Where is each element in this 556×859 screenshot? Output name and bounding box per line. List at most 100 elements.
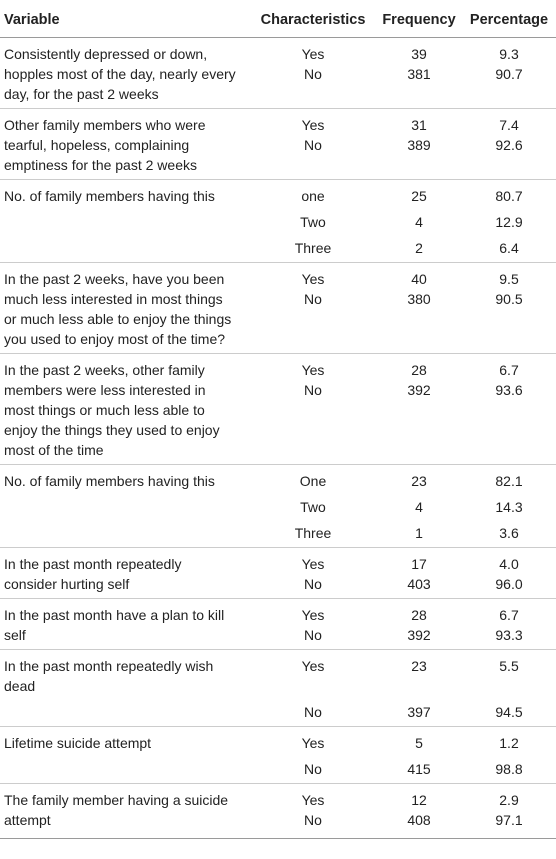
characteristic-cell: No	[304, 704, 322, 720]
variable-cell	[0, 700, 250, 727]
variable-cell: In the past 2 weeks, other family member…	[0, 353, 250, 465]
frequency-value: 17	[411, 556, 427, 572]
percentage-cell: 9.3 90.7	[462, 38, 556, 109]
percentage-value: 92.6	[495, 137, 523, 153]
variable-cell	[0, 495, 250, 521]
variable-cell: Lifetime suicide attempt	[0, 726, 250, 757]
characteristic-cell: Yes	[250, 726, 376, 757]
percentage-cell: 3.6	[499, 525, 519, 541]
table-row: No. of family members having this one 25 80…	[0, 179, 556, 210]
frequency-value: 389	[407, 137, 431, 153]
header-characteristics: Characteristics	[250, 0, 376, 38]
frequency-cell: 12 408	[376, 783, 462, 839]
frequency-value: 28	[411, 362, 427, 378]
variable-cell: Consistently depressed or down, hopples …	[4, 46, 236, 102]
characteristic-value: No	[304, 291, 322, 307]
characteristic-value: No	[304, 66, 322, 82]
table-row: Other family members who were tearful, h…	[0, 108, 556, 180]
percentage-value: 96.0	[495, 576, 523, 592]
frequency-cell: 31 389	[376, 108, 462, 180]
characteristic-value: Yes	[301, 271, 325, 287]
characteristic-value: No	[304, 382, 322, 398]
table-row: In the past month have a plan to kill se…	[0, 598, 556, 650]
percentage-cell: 12.9	[495, 214, 523, 230]
characteristic-value: No	[304, 576, 322, 592]
characteristic-cell: Yes No	[250, 108, 376, 180]
percentage-cell: 94.5	[495, 704, 523, 720]
table-row: No 397 94.5	[0, 700, 556, 727]
percentage-value: 90.5	[495, 291, 523, 307]
table-row: Consistently depressed or down, hopples …	[0, 38, 556, 109]
table-row: Three 2 6.4	[0, 236, 556, 263]
variable-cell: No. of family members having this	[0, 179, 250, 210]
characteristic-cell: Two	[300, 214, 326, 230]
percentage-value: 90.7	[495, 66, 523, 82]
frequency-cell: 4	[415, 214, 423, 230]
table-row: Three 1 3.6	[0, 521, 556, 548]
frequency-cell: 1	[415, 525, 423, 541]
frequency-cell: 4	[415, 499, 423, 515]
characteristic-cell: No	[304, 761, 322, 777]
variable-cell: The family member having a suicide attem…	[0, 783, 250, 839]
variable-cell	[0, 210, 250, 236]
percentage-cell: 6.4	[499, 240, 519, 256]
percentage-value: 93.6	[495, 382, 523, 398]
percentage-cell: 6.7 93.6	[462, 353, 556, 465]
percentage-cell: 14.3	[495, 499, 523, 515]
table-row: In the past 2 weeks, have you been much …	[0, 262, 556, 354]
percentage-cell: 6.7 93.3	[462, 598, 556, 650]
characteristic-value: Yes	[301, 117, 325, 133]
header-percentage: Percentage	[462, 0, 556, 38]
table-header: Variable Characteristics Frequency Perce…	[0, 0, 556, 38]
characteristic-cell: Yes No	[250, 598, 376, 650]
characteristic-cell: Three	[294, 240, 332, 256]
frequency-cell: 28 392	[376, 598, 462, 650]
percentage-cell: 80.7	[462, 179, 556, 210]
frequency-value: 12	[411, 792, 427, 808]
frequency-value: 39	[411, 46, 427, 62]
characteristic-value: Yes	[301, 46, 325, 62]
frequency-cell: 2	[415, 240, 423, 256]
frequency-cell: 28 392	[376, 353, 462, 465]
percentage-value: 7.4	[499, 117, 519, 133]
percentage-cell: 2.9 97.1	[462, 783, 556, 839]
percentage-cell: 98.8	[495, 761, 523, 777]
data-table: Variable Characteristics Frequency Perce…	[0, 0, 556, 839]
percentage-value: 9.3	[499, 46, 519, 62]
characteristic-value: Yes	[301, 362, 325, 378]
variable-cell: Other family members who were tearful, h…	[0, 108, 250, 180]
variable-cell	[0, 521, 250, 548]
percentage-value: 6.7	[499, 362, 519, 378]
percentage-value: 9.5	[499, 271, 519, 287]
header-frequency: Frequency	[376, 0, 462, 38]
table-row: No. of family members having this One 23 82…	[0, 464, 556, 495]
percentage-cell: 1.2	[462, 726, 556, 757]
frequency-value: 40	[411, 271, 427, 287]
frequency-cell: 17 403	[376, 547, 462, 599]
percentage-value: 97.1	[495, 812, 523, 828]
characteristic-value: Yes	[301, 607, 325, 623]
variable-cell: In the past month repeatedly consider hu…	[0, 547, 250, 599]
frequency-cell: 25	[376, 179, 462, 210]
frequency-value: 392	[407, 382, 431, 398]
table-row: Two 4 12.9	[0, 210, 556, 236]
characteristic-value: No	[304, 627, 322, 643]
percentage-cell: 7.4 92.6	[462, 108, 556, 180]
frequency-value: 392	[407, 627, 431, 643]
characteristic-value: No	[304, 812, 322, 828]
percentage-cell: 5.5	[462, 649, 556, 700]
characteristic-cell: Yes No	[250, 547, 376, 599]
frequency-cell: 23	[376, 464, 462, 495]
frequency-cell: 5	[376, 726, 462, 757]
characteristic-cell: Yes No	[250, 262, 376, 354]
percentage-value: 4.0	[499, 556, 519, 572]
characteristic-cell: Three	[294, 525, 332, 541]
frequency-cell: 415	[407, 761, 431, 777]
variable-cell	[0, 236, 250, 263]
characteristic-value: Yes	[301, 556, 325, 572]
frequency-value: 403	[407, 576, 431, 592]
variable-cell	[0, 757, 250, 784]
frequency-value: 408	[407, 812, 431, 828]
percentage-cell: 82.1	[462, 464, 556, 495]
characteristic-cell: Yes No	[250, 783, 376, 839]
